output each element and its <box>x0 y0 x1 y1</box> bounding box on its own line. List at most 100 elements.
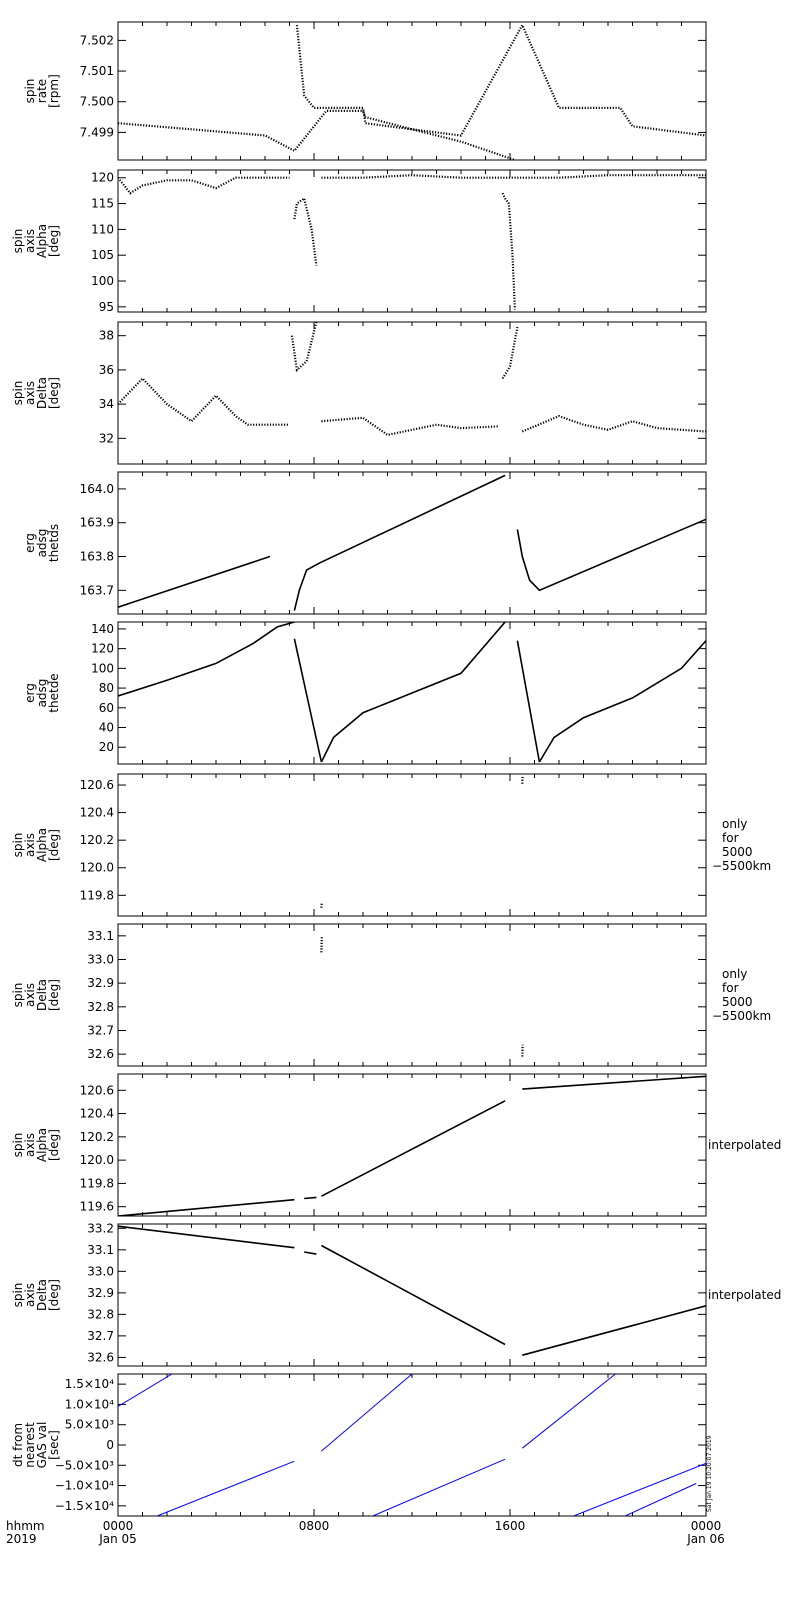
data-series-2 <box>157 1460 295 1516</box>
y-tick-label: 7.501 <box>80 64 114 78</box>
data-series-3 <box>321 1100 506 1197</box>
y-axis-label: dt from <box>11 1423 25 1467</box>
data-series-4 <box>501 192 516 310</box>
y-tick-label: 164.0 <box>80 482 114 496</box>
y-tick-label: 32.9 <box>87 1286 114 1300</box>
y-axis-label: [deg] <box>47 979 61 1011</box>
y-tick-label: 20 <box>99 740 114 754</box>
y-axis-label: axis <box>23 833 37 857</box>
data-series-1 <box>118 376 290 426</box>
data-series-2 <box>290 322 318 373</box>
y-tick-label: 100 <box>91 274 114 288</box>
panel-frame <box>117 773 707 917</box>
y-axis-label: spin <box>11 983 25 1008</box>
y-tick-label: 80 <box>99 681 114 695</box>
y-tick-label: 120.6 <box>80 778 114 792</box>
y-axis-label: axis <box>23 1283 37 1307</box>
data-series-1 <box>118 109 516 160</box>
y-tick-label: 119.8 <box>80 1176 114 1190</box>
y-tick-label: 115 <box>91 197 114 211</box>
panel-frame <box>117 321 707 465</box>
y-axis-label: [deg] <box>47 1279 61 1311</box>
y-axis-label: axis <box>23 381 37 405</box>
panel-note: −5500km <box>712 859 771 873</box>
y-axis-label: [deg] <box>47 829 61 861</box>
data-series-4 <box>522 1305 706 1356</box>
panel-note: for <box>722 831 739 845</box>
data-series-2 <box>304 1251 317 1255</box>
data-series-3 <box>321 174 706 179</box>
y-axis-label: Alpha <box>35 828 49 862</box>
panel-note: 5000 <box>722 995 753 1009</box>
data-series-2 <box>304 1196 317 1200</box>
y-tick-label: 36 <box>99 363 114 377</box>
data-series-4 <box>501 326 519 380</box>
data-series-3 <box>321 1374 413 1452</box>
y-tick-label: 1.0×10⁴ <box>65 1397 114 1411</box>
panel-frame <box>117 21 707 161</box>
y-tick-label: 110 <box>91 222 114 236</box>
data-series-2 <box>293 474 506 611</box>
y-tick-label: 7.500 <box>80 95 114 109</box>
y-tick-label: 105 <box>91 248 114 262</box>
y-tick-label: 120.0 <box>80 861 114 875</box>
y-tick-label: 1.5×10⁴ <box>65 1377 114 1391</box>
y-axis-label: spin <box>11 1133 25 1158</box>
y-tick-label: 120.4 <box>80 1107 114 1121</box>
x-tick-time: 0000 <box>103 1519 134 1533</box>
y-tick-label: 33.1 <box>87 929 114 943</box>
y-tick-label: 119.6 <box>80 1200 114 1214</box>
y-tick-label: −5.0×10³ <box>55 1458 114 1472</box>
data-series-2 <box>295 22 706 137</box>
timestamp-stamp: Sat Jan 19 10:20:07 2019 <box>706 1435 713 1512</box>
panel-7: 32.6 32.7 32.8 32.9 33.0 33.1 spinaxisDelta[de… <box>11 923 771 1067</box>
y-axis-label: axis <box>23 1133 37 1157</box>
panel-6: 119.8 120.0 120.2 120.4 120.6 spinaxisAlpha[d… <box>11 773 771 917</box>
year-label: 2019 <box>6 1532 37 1546</box>
data-series-1 <box>118 176 290 195</box>
data-series-1 <box>118 1374 173 1407</box>
panel-note: for <box>722 981 739 995</box>
y-axis-label: thetde <box>47 673 61 712</box>
y-tick-label: 7.499 <box>80 125 114 139</box>
y-axis-label: [deg] <box>47 225 61 257</box>
y-axis-label: Alpha <box>35 224 49 258</box>
y-tick-label: −1.5×10⁴ <box>55 1499 114 1513</box>
y-tick-label: 33.1 <box>87 1243 114 1257</box>
y-tick-label: 163.9 <box>80 516 114 530</box>
y-tick-label: 120.6 <box>80 1083 114 1097</box>
y-tick-label: 120.4 <box>80 806 114 820</box>
panel-10: −1.5×10⁴ −1.0×10⁴ −5.0×10³ 0 5.0×10³ 1.0×10⁴ 1… <box>11 1373 707 1517</box>
panel-frame <box>117 1073 707 1217</box>
y-axis-label: spin <box>23 79 37 104</box>
data-series-3 <box>320 622 506 763</box>
y-tick-label: 33.2 <box>87 1221 114 1235</box>
y-tick-label: 32.8 <box>87 1307 114 1321</box>
data-series-4 <box>522 1075 706 1090</box>
x-tick-time: 1600 <box>495 1519 526 1533</box>
data-series-4 <box>372 1458 506 1516</box>
x-tick-time: 0000 <box>691 1519 722 1533</box>
data-series-3 <box>516 518 706 592</box>
y-axis-label: thetds <box>47 524 61 562</box>
y-tick-label: 34 <box>99 397 114 411</box>
x-tick-date: Jan 06 <box>686 1532 725 1546</box>
y-tick-label: 120 <box>91 642 114 656</box>
y-axis-label: spin <box>11 229 25 254</box>
y-axis-label: Delta <box>35 377 49 409</box>
y-axis-label: Alpha <box>35 1128 49 1162</box>
time-axis-label: hhmm <box>6 1519 45 1533</box>
y-axis-label: [rpm] <box>47 74 61 108</box>
y-axis-label: adsg <box>35 529 49 558</box>
y-axis-label: [sec] <box>47 1430 61 1460</box>
y-tick-label: 7.502 <box>80 33 114 47</box>
y-tick-label: 38 <box>99 329 114 343</box>
y-axis-label: [deg] <box>47 1129 61 1161</box>
y-tick-label: 95 <box>99 300 114 314</box>
y-axis-label: Delta <box>35 979 49 1011</box>
data-series-1 <box>118 555 271 608</box>
y-tick-label: 32.6 <box>87 1047 114 1061</box>
panel-9: 32.6 32.7 32.8 32.9 33.0 33.1 33.2 spinaxisDelt… <box>11 1221 781 1367</box>
y-tick-label: 163.8 <box>80 550 114 564</box>
